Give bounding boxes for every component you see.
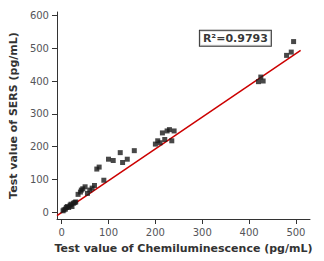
svg-text:300: 300 — [30, 108, 49, 119]
svg-text:100: 100 — [99, 227, 118, 238]
svg-text:R²=0.9793: R²=0.9793 — [203, 32, 268, 45]
svg-text:Test value of SERS (pg/mL): Test value of SERS (pg/mL) — [7, 32, 20, 199]
svg-text:0: 0 — [43, 207, 49, 218]
svg-text:400: 400 — [30, 76, 49, 87]
svg-text:Test value of Chemiluminescenc: Test value of Chemiluminescence (pg/mL) — [55, 242, 313, 255]
svg-text:300: 300 — [193, 227, 212, 238]
svg-text:400: 400 — [240, 227, 259, 238]
svg-text:200: 200 — [30, 141, 49, 152]
svg-text:500: 500 — [286, 227, 305, 238]
svg-text:100: 100 — [30, 174, 49, 185]
svg-text:0: 0 — [58, 227, 64, 238]
svg-text:200: 200 — [146, 227, 165, 238]
svg-text:500: 500 — [30, 43, 49, 54]
svg-text:600: 600 — [30, 10, 49, 21]
